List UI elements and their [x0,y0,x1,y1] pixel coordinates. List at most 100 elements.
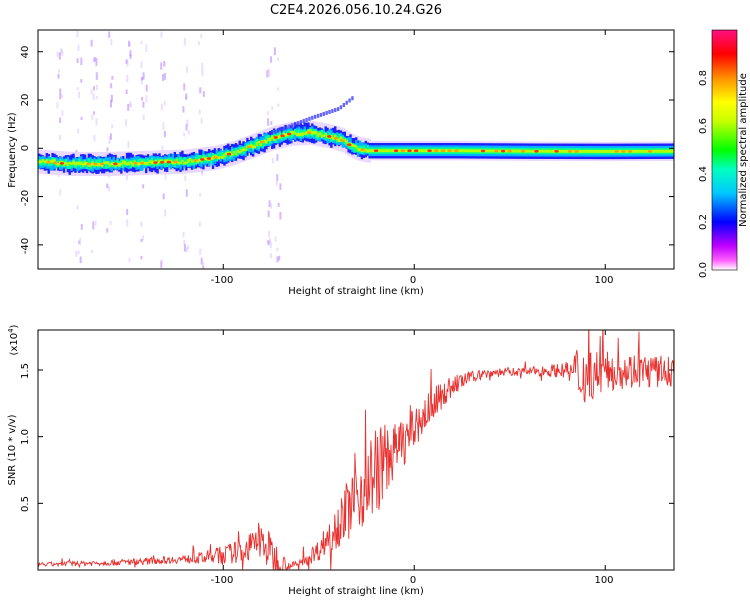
spectrogram-band [242,147,245,152]
spectrogram-scatter [75,149,78,154]
spectrogram-peak [213,156,218,159]
spectrogram-scatter [201,172,204,176]
spectrogram-band [221,152,224,159]
top-xtick-label: 100 [594,275,613,286]
spectrogram-branch [322,111,325,116]
spectrogram-band [316,133,320,137]
snr-panel: -100 0 100 0.5 1.0 1.5 (x104) Height of … [7,324,675,597]
spectrogram-scatter [95,84,98,91]
spectrogram-peak [59,162,65,165]
spectrogram-band [580,149,583,153]
spectrogram-band [471,149,474,153]
spectrogram-band [303,129,306,135]
spectrogram-scatter [187,245,190,250]
spectrogram-scatter [58,68,61,73]
spectrogram-band [505,149,509,153]
spectrogram-band [299,133,303,136]
spectrogram-scatter [111,124,114,129]
spectrogram-band [125,162,129,166]
spectrogram-peak [226,152,232,156]
spectrogram-scatter [183,239,186,246]
spectrogram-scatter [160,261,163,268]
spectrogram-peak [173,160,178,164]
spectrogram-band [232,150,236,156]
spectrogram-band [238,150,241,154]
spectrogram-peak [113,162,118,166]
colorbar-tick-label: 0.4 [698,166,709,182]
spectrogram-band [223,153,226,158]
spectrogram-band [328,132,331,139]
spectrogram-scatter [80,224,83,230]
spectrogram-band [74,162,77,166]
colorbar-tick-label: 0.8 [698,70,709,86]
spectrogram-scatter [59,189,62,196]
spectrogram-band [595,149,599,153]
spectrogram-scatter [269,253,272,259]
spectrogram-scatter [198,221,201,227]
spectrogram-peak [327,135,332,138]
spectrogram-scatter [270,203,273,209]
spectrogram-peak [153,161,158,164]
spectrogram-band [385,149,389,153]
spectrogram-scatter [185,93,188,100]
spectrogram-band [177,158,180,166]
spectrogram-frame [37,29,675,270]
spectrogram-scatter [90,89,93,95]
snr-series-line [38,330,674,570]
spectrogram-scatter [142,101,145,108]
spectrogram-scatter [140,40,143,45]
spectrogram-band [463,149,467,153]
spectrogram-scatter [160,258,163,263]
spectrogram-peak [86,162,91,166]
spectrogram-band [286,133,289,137]
spectrogram-band [204,157,207,160]
spectrogram-scatter [110,83,113,89]
colorbar: 0.0 0.2 0.4 0.6 0.8 Normalized spectral … [698,29,749,278]
spectrogram-band [120,162,123,166]
spectrogram-band [253,145,257,149]
spectrogram-band [339,136,343,142]
spectrogram-band [547,149,551,153]
spectrogram-scatter [76,205,79,210]
spectrogram-scatter [129,50,132,57]
spectrogram-band [532,149,536,153]
spectrogram-band [421,149,425,153]
spectrogram-peak [200,158,205,161]
spectrogram-scatter [201,69,204,77]
spectrogram-scatter [142,184,145,189]
spectrogram-peak [574,150,579,153]
spectrogram-band [486,149,490,153]
spectrogram-scatter [162,193,165,200]
spectrogram-branch [316,113,320,118]
spectrogram-scatter [141,96,144,101]
top-xtick-label: -100 [211,275,234,286]
spectrogram-branch [308,116,311,121]
spectrogram-peak [159,160,165,164]
spectrogram-scatter [185,247,188,253]
spectrogram-peak [193,158,198,162]
spectrogram-band [530,149,534,153]
spectrogram-peak [447,149,452,153]
spectrogram-scatter [59,94,62,100]
spectrogram-scatter [160,31,163,38]
spectrogram-band [263,139,266,146]
spectrogram-band [265,140,268,144]
spectrogram-scatter [129,101,132,108]
spectrogram-band [108,163,112,167]
spectrogram-scatter [161,73,164,81]
spectrogram-scatter [163,73,166,80]
spectrogram-band [328,136,331,140]
spectrogram-band [324,133,327,140]
spectrogram-peak [427,149,432,153]
spectrogram-band [565,149,568,153]
spectrogram-branch [319,112,323,117]
spectrogram-band [219,151,222,159]
spectrogram-band [125,159,129,166]
spectrogram-peak [534,149,539,153]
spectrogram-band [511,149,515,153]
spectrogram-band [188,157,192,166]
spectrogram-band [559,149,562,153]
spectrogram-band [320,134,324,138]
spectrogram-band [664,149,667,153]
spectrogram-scatter [271,158,274,164]
